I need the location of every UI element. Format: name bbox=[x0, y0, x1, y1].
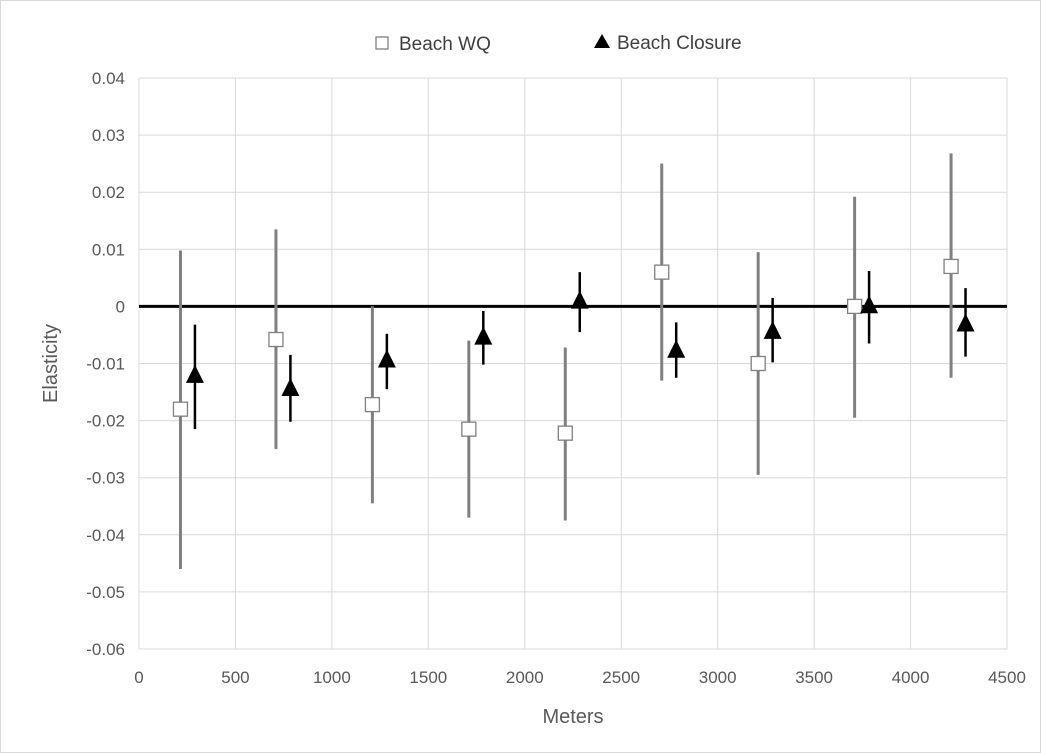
data-point bbox=[667, 339, 686, 358]
data-point bbox=[763, 320, 782, 339]
x-tick-label: 3500 bbox=[795, 668, 833, 687]
data-point bbox=[185, 364, 204, 383]
data-point bbox=[956, 313, 975, 332]
x-tick-label: 0 bbox=[134, 668, 143, 687]
data-point bbox=[281, 378, 300, 397]
legend-label-beach-closure: Beach Closure bbox=[617, 33, 742, 54]
data-point bbox=[377, 349, 396, 368]
legend-marker-beach-closure bbox=[594, 34, 610, 48]
data-point bbox=[846, 298, 863, 315]
data-point bbox=[474, 326, 493, 345]
y-tick-labels: -0.06 -0.05 -0.04 -0.03 -0.02 -0.01 0 0.01 0.02 0… bbox=[86, 69, 125, 659]
gridlines bbox=[138, 77, 1008, 650]
y-tick-label: -0.03 bbox=[86, 469, 125, 488]
legend-marker-beach-wq bbox=[375, 36, 389, 50]
x-tick-labels: 0 500 1000 1500 2000 2500 3000 3500 4000 4500 bbox=[134, 668, 1026, 687]
x-tick-label: 4000 bbox=[892, 668, 930, 687]
data-point bbox=[364, 396, 381, 413]
data-point bbox=[461, 421, 477, 437]
data-point bbox=[654, 264, 670, 280]
data-point bbox=[943, 258, 959, 275]
x-tick-label: 1500 bbox=[409, 668, 447, 687]
y-tick-label: 0.01 bbox=[92, 240, 125, 259]
x-tick-label: 500 bbox=[221, 668, 249, 687]
data-point bbox=[860, 295, 879, 314]
data-point bbox=[268, 331, 284, 348]
y-tick-label: 0 bbox=[116, 297, 125, 316]
x-tick-label: 2000 bbox=[506, 668, 544, 687]
y-tick-label: 0.03 bbox=[92, 126, 125, 145]
data-point bbox=[750, 355, 766, 372]
series-marks bbox=[172, 153, 975, 570]
series-beach-wq bbox=[172, 153, 959, 570]
legend-label-beach-wq: Beach WQ bbox=[399, 34, 491, 55]
x-tick-label: 4500 bbox=[988, 668, 1026, 687]
legend: Beach WQ Beach Closure bbox=[375, 33, 742, 55]
y-tick-label: -0.05 bbox=[86, 583, 125, 602]
y-axis-title: Elasticity bbox=[40, 324, 62, 403]
data-point bbox=[557, 425, 573, 441]
x-tick-label: 2500 bbox=[602, 668, 640, 687]
y-tick-label: -0.02 bbox=[86, 412, 125, 431]
y-tick-label: -0.01 bbox=[86, 355, 125, 374]
y-tick-label: 0.04 bbox=[92, 69, 125, 88]
x-axis-title: Meters bbox=[542, 706, 603, 728]
x-tick-label: 1000 bbox=[313, 668, 351, 687]
series-beach-closure bbox=[185, 270, 975, 430]
y-tick-label: 0.02 bbox=[92, 183, 125, 202]
x-tick-label: 3000 bbox=[699, 668, 737, 687]
y-tick-label: -0.04 bbox=[86, 526, 125, 545]
data-point bbox=[570, 290, 589, 309]
data-point bbox=[172, 401, 189, 417]
y-tick-label: -0.06 bbox=[86, 640, 125, 659]
